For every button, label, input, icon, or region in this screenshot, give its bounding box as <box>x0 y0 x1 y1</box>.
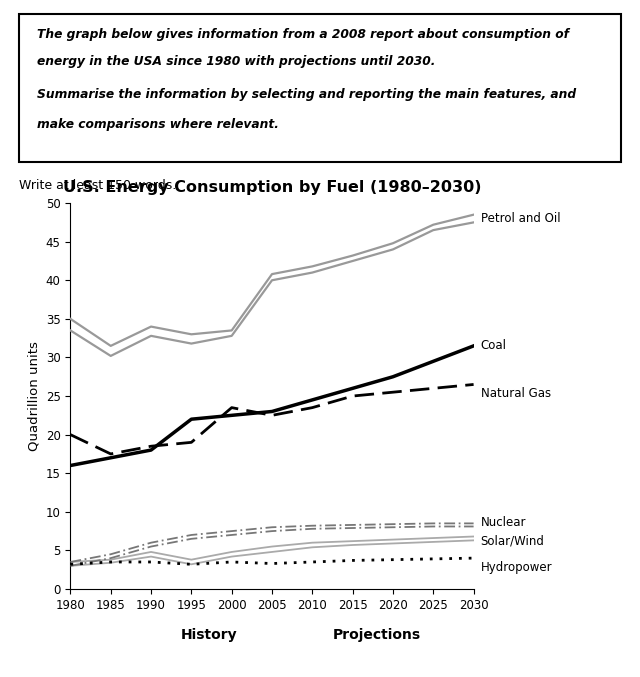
Text: Summarise the information by selecting and reporting the main features, and: Summarise the information by selecting a… <box>37 88 577 101</box>
Text: Hydropower: Hydropower <box>481 561 552 574</box>
Title: U.S. Energy Consumption by Fuel (1980–2030): U.S. Energy Consumption by Fuel (1980–20… <box>63 180 481 195</box>
Y-axis label: Quadrillion units: Quadrillion units <box>28 341 40 451</box>
Text: energy in the USA since 1980 with projections until 2030.: energy in the USA since 1980 with projec… <box>37 56 436 68</box>
Text: The graph below gives information from a 2008 report about consumption of: The graph below gives information from a… <box>37 28 569 41</box>
Text: Natural Gas: Natural Gas <box>481 387 550 400</box>
Text: Coal: Coal <box>481 339 506 353</box>
Text: Solar/Wind: Solar/Wind <box>481 534 545 547</box>
Text: History: History <box>181 628 238 642</box>
Text: Petrol and Oil: Petrol and Oil <box>481 212 560 225</box>
Text: Projections: Projections <box>333 628 421 642</box>
Text: Nuclear: Nuclear <box>481 516 526 529</box>
Text: make comparisons where relevant.: make comparisons where relevant. <box>37 118 279 131</box>
Text: Write at least 150 words.: Write at least 150 words. <box>19 179 177 192</box>
